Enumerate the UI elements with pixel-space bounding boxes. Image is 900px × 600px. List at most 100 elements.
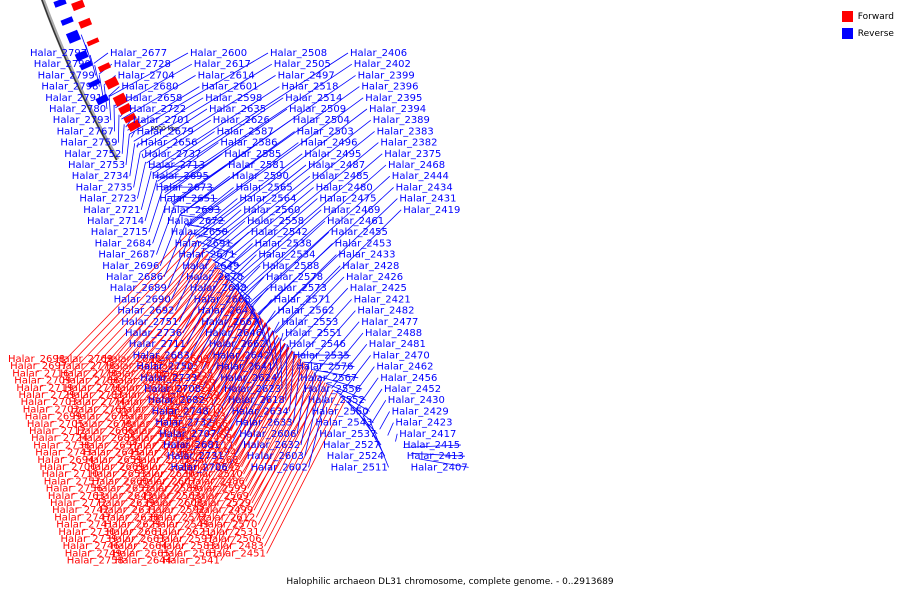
gene-label: Halar_2678 xyxy=(75,419,132,430)
gene-label: Halar_2578 xyxy=(266,272,323,283)
gene-label: Halar_2664 xyxy=(111,541,168,552)
gene-label: Halar_2656 xyxy=(140,138,197,149)
gene-label: Halar_2573 xyxy=(270,283,327,294)
callout-line xyxy=(209,290,238,360)
callout-line xyxy=(131,131,135,138)
gene-label: Halar_2672 xyxy=(167,216,224,227)
callout-line xyxy=(266,310,276,324)
gene-label: Halar_2543 xyxy=(315,418,372,429)
gene-label: Halar_2628 xyxy=(136,462,193,473)
callout-line xyxy=(120,339,282,547)
gene-label: Halar_2797 xyxy=(30,48,87,59)
gene-label: Halar_2680 xyxy=(121,82,178,93)
callout-line xyxy=(124,346,289,561)
callout-line xyxy=(290,287,349,350)
callout-line xyxy=(224,322,266,410)
gene-label: Halar_2451 xyxy=(209,548,266,559)
gene-label: Halar_2712 xyxy=(29,426,86,437)
callout-line xyxy=(163,223,187,278)
callout-line xyxy=(210,175,311,258)
callout-line xyxy=(296,354,351,356)
gene-label: Halar_2643 xyxy=(96,491,153,502)
gene-label: Halar_2778 xyxy=(58,361,115,372)
callout-line xyxy=(347,366,375,403)
gene-label: Halar_2551 xyxy=(285,328,342,339)
gene-label: Halar_2704 xyxy=(118,70,175,81)
gene-label: Halar_2790 xyxy=(34,59,91,70)
gene-label: Halar_2581 xyxy=(228,160,285,171)
gene-label: Halar_2619 xyxy=(121,412,178,423)
callout-line xyxy=(167,196,218,199)
gene-label: Halar_2567 xyxy=(300,373,357,384)
gene-label: Halar_2541 xyxy=(163,556,220,567)
callout-line xyxy=(129,52,269,135)
gene-label: Halar_2485 xyxy=(312,171,369,182)
callout-line xyxy=(122,342,286,554)
callout-line xyxy=(229,254,257,282)
gene-label: Halar_2767 xyxy=(57,126,114,137)
gene-label: Halar_2694 xyxy=(37,455,94,466)
gene-label: Halar_2662 xyxy=(209,339,266,350)
gene-label: Halar_2722 xyxy=(129,104,186,115)
gene-mark xyxy=(97,62,112,73)
gene-label: Halar_2486 xyxy=(188,476,245,487)
callout-line xyxy=(221,142,379,273)
gene-label: Halar_2701 xyxy=(133,115,190,126)
callout-line xyxy=(197,343,286,482)
callout-line xyxy=(130,285,234,417)
gene-label: Halar_2604 xyxy=(125,426,182,437)
scale-tick-label: 2000 kbp xyxy=(151,126,179,133)
callout-line xyxy=(84,271,222,425)
callout-line xyxy=(178,256,211,322)
gene-label: Halar_2791 xyxy=(45,93,102,104)
callout-line xyxy=(253,378,322,511)
callout-lines xyxy=(65,34,469,561)
gene-label: Halar_2681 xyxy=(163,440,220,451)
gene-label: Halar_2399 xyxy=(358,70,415,81)
gene-label: Halar_2553 xyxy=(281,317,338,328)
callout-line xyxy=(274,265,341,333)
callout-line xyxy=(323,332,364,382)
gene-label: Halar_2710 xyxy=(42,469,99,480)
callout-line xyxy=(184,318,263,439)
callout-line xyxy=(209,366,309,525)
gene-label: Halar_2577 xyxy=(154,361,211,372)
gene-label: Halar_2571 xyxy=(274,294,331,305)
gene-label: Halar_2798 xyxy=(41,82,98,93)
gene-label: Halar_2749 xyxy=(65,548,122,559)
gene-label: Halar_2469 xyxy=(323,205,380,216)
callout-line xyxy=(186,272,223,345)
gene-label: Halar_2658 xyxy=(125,93,182,104)
callout-line xyxy=(308,385,329,468)
callout-line xyxy=(201,302,248,390)
callout-line xyxy=(387,422,394,436)
gene-label: Halar_2651 xyxy=(159,194,216,205)
callout-line xyxy=(133,97,204,142)
gene-label: Halar_2569 xyxy=(192,491,249,502)
gene-label: Halar_2702 xyxy=(23,404,80,415)
gene-label: Halar_2666 xyxy=(77,426,134,437)
gene-label: Halar_2668 xyxy=(194,294,251,305)
callout-line xyxy=(180,310,255,425)
gene-label: Halar_2721 xyxy=(83,205,140,216)
gene-label: Halar_2665 xyxy=(113,548,170,559)
gene-label: Halar_2622 xyxy=(112,383,169,394)
gene-label: Halar_2510 xyxy=(186,469,243,480)
callout-line xyxy=(171,75,356,203)
gene-label: Halar_2728 xyxy=(114,59,171,70)
gene-label: Halar_2583 xyxy=(159,541,216,552)
callout-line xyxy=(355,377,379,410)
gene-mark xyxy=(95,93,110,106)
callout-line xyxy=(204,119,372,251)
callout-line xyxy=(209,316,261,412)
gene-label: Halar_2456 xyxy=(380,373,437,384)
callout-line xyxy=(116,331,275,533)
callout-line xyxy=(86,275,226,432)
gene-label: Halar_2556 xyxy=(304,384,361,395)
callout-line xyxy=(273,321,280,332)
gene-label: Halar_2470 xyxy=(373,350,430,361)
gene-label: Halar_2514 xyxy=(285,93,342,104)
callout-line xyxy=(170,361,304,554)
callout-line xyxy=(314,321,360,374)
gene-label: Halar_2765 xyxy=(71,404,128,415)
